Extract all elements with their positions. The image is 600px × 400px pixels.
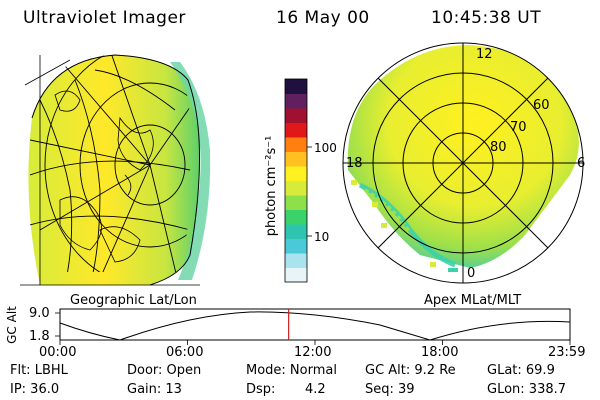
colorbar-segment [285,195,307,210]
colorbar-segment [285,122,307,138]
colorbar-segment [285,166,307,181]
info-seq: Seq: 39 [365,382,415,397]
info-dsp-value: 4.2 [305,382,326,397]
apex-panel-label: Apex MLat/MLT [424,293,522,308]
colorbar-segment [285,209,307,225]
altitude-ylabel: GC Alt [5,306,19,344]
mlt-label-12: 12 [476,47,493,62]
altitude-xtick-1800: 18:00 [421,345,459,360]
info-door: Door: Open [127,363,202,378]
date-label: 16 May 00 [276,8,370,28]
mlt-label-6: 6 [577,156,586,171]
info-dsp-label: Dsp: [246,382,276,397]
colorbar [284,78,312,283]
mlt-label-0: 0 [467,266,476,281]
info-gcalt: GC Alt: 9.2 Re [365,363,456,378]
instrument-title: Ultraviolet Imager [23,8,186,28]
colorbar-tick-10: 10 [314,230,330,244]
info-glon: GLon: 338.7 [487,382,567,397]
altitude-plot [55,308,571,345]
colorbar-segment [285,253,307,268]
info-mode: Mode: Normal [246,363,337,378]
graticule [30,55,193,272]
altitude-xtick-0000: 00:00 [39,345,77,360]
mlt-polar-plot [342,42,584,284]
colorbar-segment [285,93,307,109]
colorbar-segment [285,79,307,94]
info-gain: Gain: 13 [127,382,182,397]
mlt-label-18: 18 [346,156,363,171]
geographic-panel-label: Geographic Lat/Lon [70,293,197,308]
colorbar-segment [285,151,307,167]
time-label: 10:45:38 UT [431,8,542,28]
altitude-xtick-0600: 06:00 [166,345,204,360]
geographic-image [20,54,211,286]
altitude-ytick-9: 9.0 [29,306,50,321]
info-flt: Flt: LBHL [10,363,68,378]
limb-glow [170,62,211,280]
colorbar-segment [285,267,307,283]
colorbar-segment [285,137,307,152]
info-ip: IP: 36.0 [10,382,60,397]
mlat-label-80: 80 [490,140,507,155]
colorbar-segment [285,108,307,123]
altitude-xtick-2359: 23:59 [548,345,586,360]
altitude-ytick-1-8: 1.8 [29,329,50,344]
uv-disk [28,55,200,285]
colorbar-unit-label: photon cm⁻²s⁻¹ [264,135,279,237]
altitude-xtick-1200: 12:00 [294,345,332,360]
info-glat: GLat: 69.9 [487,363,555,378]
mlat-label-60: 60 [533,98,550,113]
colorbar-segment [285,238,307,254]
altitude-curve [59,311,571,341]
colorbar-segment [285,224,307,239]
colorbar-segment [285,180,307,196]
mlat-label-70: 70 [510,120,527,135]
colorbar-tick-100: 100 [314,141,337,155]
